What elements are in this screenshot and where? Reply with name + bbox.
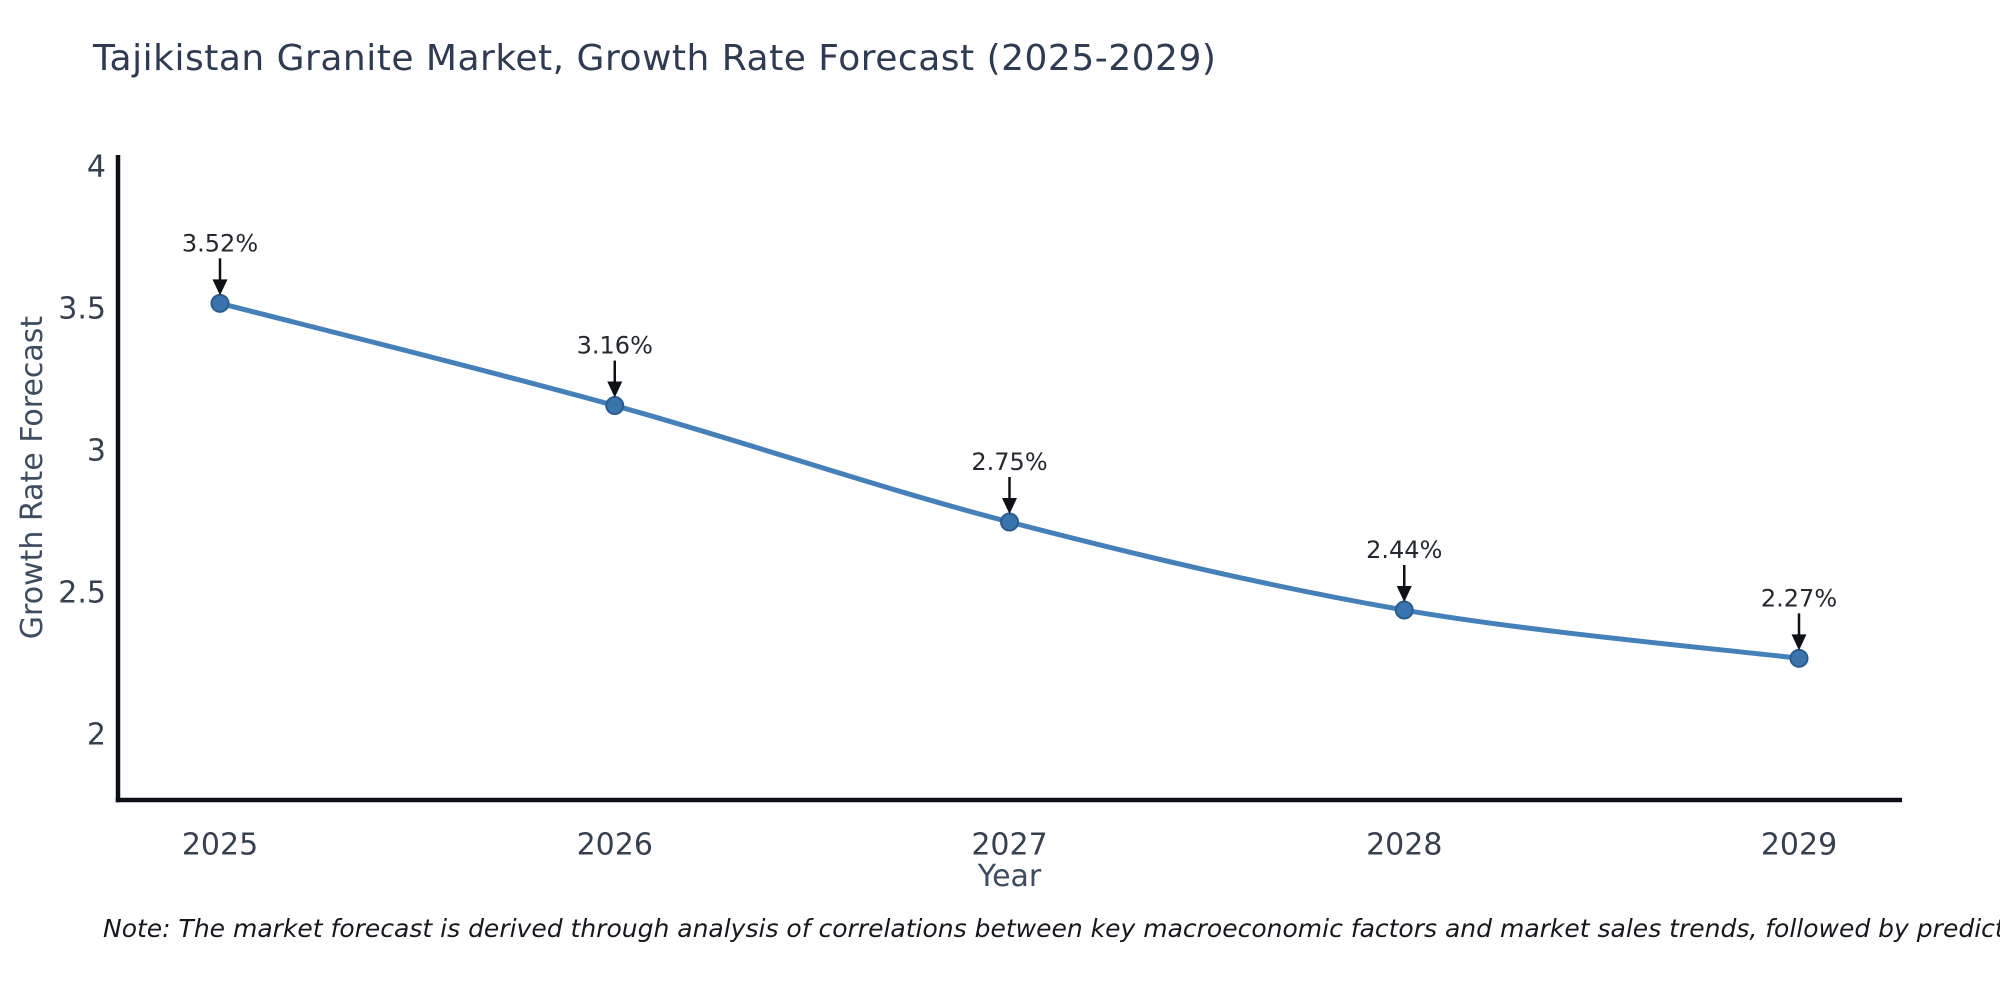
data-point-label: 3.52%: [182, 229, 258, 257]
data-point-label: 3.16%: [577, 332, 653, 360]
y-tick-label: 2: [87, 718, 106, 753]
y-tick-label: 3.5: [58, 292, 106, 327]
x-tick-label: 2028: [1366, 828, 1442, 863]
x-tick-label: 2027: [971, 828, 1047, 863]
chart-title: Tajikistan Granite Market, Growth Rate F…: [93, 38, 1217, 79]
footnote: Note: The market forecast is derived thr…: [103, 914, 2000, 943]
y-tick-label: 3: [87, 434, 106, 469]
y-axis-title: Growth Rate Forecast: [15, 316, 50, 640]
x-tick-label: 2025: [182, 828, 258, 863]
annotation-arrowhead: [1002, 498, 1017, 514]
x-tick-label: 2029: [1761, 828, 1837, 863]
x-axis-title: Year: [977, 859, 1042, 894]
data-point-marker: [1000, 512, 1019, 532]
data-point-label: 2.75%: [971, 448, 1047, 476]
x-tick-label: 2026: [577, 828, 653, 863]
annotation-arrowhead: [1396, 586, 1412, 603]
data-point-marker: [1394, 600, 1414, 620]
data-point-marker: [605, 396, 625, 416]
annotation-arrowhead: [1791, 634, 1807, 651]
y-tick-label: 2.5: [58, 576, 106, 611]
data-point-label: 2.44%: [1366, 536, 1442, 564]
y-tick-label: 4: [87, 150, 106, 185]
data-point-label: 2.27%: [1761, 584, 1837, 612]
data-point-marker: [210, 293, 230, 313]
data-point-marker: [1789, 648, 1809, 668]
annotation-arrowhead: [607, 381, 623, 398]
annotation-arrowhead: [212, 279, 228, 296]
